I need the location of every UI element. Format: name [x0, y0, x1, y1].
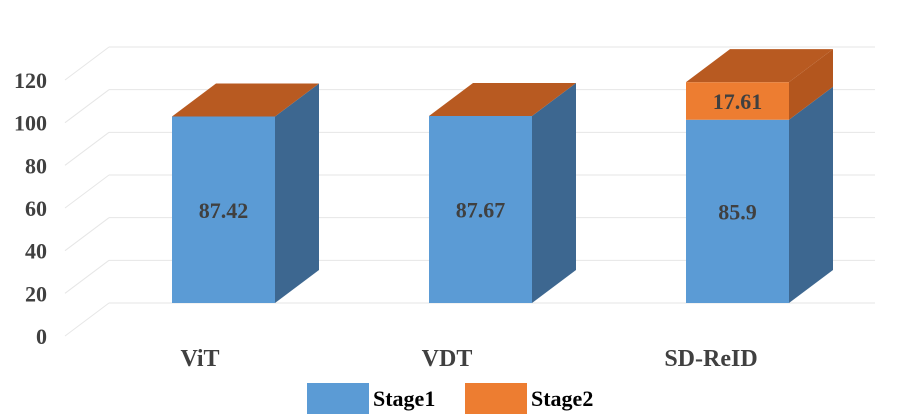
gridline — [64, 259, 110, 294]
y-tick-label: 40 — [25, 239, 47, 264]
y-tick-label: 80 — [25, 153, 47, 178]
bar-top-face — [429, 82, 576, 116]
bar-segment-front — [429, 115, 532, 303]
bar-segment-side — [789, 49, 833, 120]
bar-value-label: 85.9 — [718, 199, 757, 224]
gridline — [64, 217, 110, 252]
bar-segment-side — [789, 86, 833, 303]
y-tick-label: 20 — [25, 281, 47, 306]
bar-segment-front — [686, 119, 789, 303]
y-axis-ticks: 0 20 40 60 80 100 120 — [14, 68, 47, 349]
bar-segment-side — [275, 83, 319, 303]
legend-swatch — [307, 383, 369, 414]
legend-swatch — [465, 383, 527, 414]
gridline — [64, 89, 110, 124]
x-category-label: SD-ReID — [664, 346, 757, 372]
gridline — [64, 46, 110, 81]
x-category-label: ViT — [180, 346, 219, 372]
bar-value-label: 17.61 — [713, 89, 763, 114]
y-tick-label: 120 — [14, 68, 47, 93]
bar-top-face — [172, 83, 319, 117]
bar-value-label: 87.67 — [456, 197, 506, 222]
legend-label: Stage2 — [531, 386, 593, 411]
y-tick-label: 60 — [25, 196, 47, 221]
bar-value-labels: 87.42 87.67 85.9 17.61 — [199, 89, 763, 224]
bars — [172, 49, 833, 303]
legend: Stage1 Stage2 — [307, 383, 593, 414]
y-tick-label: 100 — [14, 111, 47, 136]
x-axis-categories: ViT VDT SD-ReID — [180, 346, 757, 372]
y-tick-label: 0 — [36, 324, 47, 349]
bar-value-label: 87.42 — [199, 198, 249, 223]
x-category-label: VDT — [422, 346, 473, 372]
legend-label: Stage1 — [373, 386, 435, 411]
gridline — [64, 131, 110, 166]
bar-segment-front — [686, 82, 789, 120]
bar-segment-front — [172, 116, 275, 303]
bar-top-face — [686, 49, 833, 83]
gridline — [64, 174, 110, 209]
gridline — [64, 302, 110, 337]
bar-segment-side — [532, 82, 576, 303]
